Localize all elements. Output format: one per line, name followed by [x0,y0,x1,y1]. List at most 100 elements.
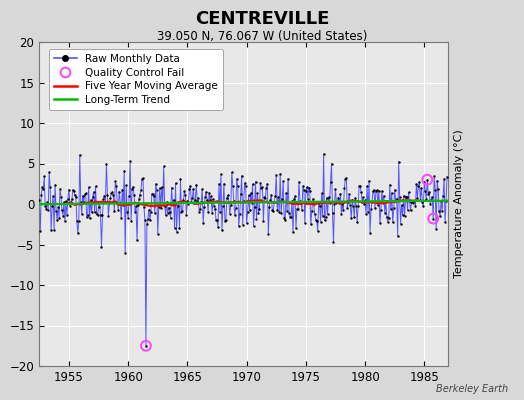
Point [299,183,307,189]
Point [352,203,361,209]
Point [248,181,257,187]
Point [150,210,159,216]
Point [215,180,223,187]
Point [344,198,353,205]
Point [223,194,231,201]
Point [236,191,245,197]
Point [316,218,325,225]
Point [288,198,296,204]
Point [220,180,228,187]
Point [238,222,247,228]
Point [423,176,431,183]
Point [429,215,438,222]
Point [145,206,153,213]
Point [304,184,313,191]
Point [174,199,183,206]
Point [353,218,362,225]
Point [413,195,422,202]
Point [243,220,251,226]
Point [163,210,172,216]
Point [249,223,258,230]
Point [343,205,352,212]
Point [133,237,141,244]
Point [428,194,436,200]
Point [431,187,440,193]
Point [369,188,377,194]
Point [366,229,374,236]
Point [158,184,166,190]
Point [380,192,388,199]
Point [77,199,85,205]
Point [270,199,278,205]
Point [335,200,344,206]
Point [182,212,191,218]
Point [211,205,219,212]
Point [125,193,133,200]
Point [305,188,314,194]
Point [379,200,387,206]
Point [159,199,167,206]
Point [169,196,178,203]
Point [436,213,444,219]
Point [284,176,292,182]
Point [162,199,171,205]
Point [271,193,279,200]
Point [58,207,66,214]
Point [132,203,140,210]
Point [141,342,150,349]
Point [54,204,62,211]
Point [246,190,255,196]
Point [320,217,329,223]
Point [109,192,117,198]
Point [440,175,448,182]
Point [266,197,275,204]
Point [130,192,138,198]
Point [406,198,414,205]
Point [368,199,376,205]
Point [234,183,242,190]
Point [405,189,413,196]
Text: 39.050 N, 76.067 W (United States): 39.050 N, 76.067 W (United States) [157,30,367,43]
Point [166,209,174,215]
Point [330,201,339,207]
Point [84,184,93,190]
Point [217,171,225,177]
Point [226,211,234,218]
Point [187,199,195,206]
Point [357,189,365,195]
Point [415,179,423,185]
Point [331,186,340,192]
Point [422,196,431,202]
Point [432,226,440,232]
Point [391,197,400,204]
Point [402,194,411,200]
Point [230,198,238,204]
Point [100,193,108,199]
Point [301,220,309,226]
Point [426,201,434,208]
Point [119,202,127,208]
Point [121,250,129,256]
Point [244,209,252,216]
Point [260,194,269,200]
Point [186,182,194,189]
Point [336,190,345,197]
Point [416,197,424,203]
Point [44,207,52,214]
Point [75,152,84,158]
Point [131,209,139,216]
Point [398,212,407,218]
Point [297,199,305,206]
Point [359,194,367,200]
Point [122,182,130,188]
Point [345,190,354,197]
Point [259,218,268,224]
Point [313,228,322,234]
Point [300,186,308,193]
Point [390,187,399,193]
Point [340,185,348,192]
Point [277,210,286,216]
Point [72,194,80,200]
Point [214,224,222,230]
Point [56,186,64,192]
